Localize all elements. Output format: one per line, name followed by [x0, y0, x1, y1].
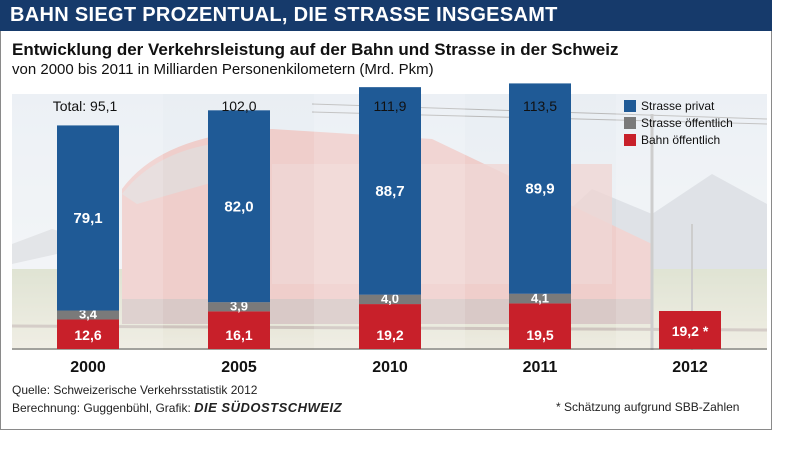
x-tick-label-2010: 2010: [372, 359, 408, 376]
banner-title: BAHN SIEGT PROZENTUAL, DIE STRASSE INSGE…: [10, 4, 558, 26]
legend-swatch-1: [624, 117, 636, 129]
brand-logo: DIE SÜDOSTSCHWEIZ: [194, 400, 343, 415]
bar-strasse-privat-2010: [359, 87, 421, 295]
legend-label-0: Strasse privat: [641, 99, 715, 113]
legend-swatch-2: [624, 134, 636, 146]
total-label-2000: Total: 95,1: [53, 98, 118, 114]
banner: BAHN SIEGT PROZENTUAL, DIE STRASSE INSGE…: [0, 0, 772, 31]
page-margin: [781, 0, 799, 451]
total-label-2005: 102,0: [221, 98, 256, 114]
label-strasse-oeffentlich-2011: 4,1: [531, 290, 549, 305]
x-tick-label-2012: 2012: [672, 359, 708, 376]
bar-bahn-oeffentlich-2000: [57, 319, 119, 349]
bar-bahn-oeffentlich-2005: [208, 311, 270, 349]
label-bahn-oeffentlich-2010: 19,2: [376, 327, 403, 343]
credit-note: Berechnung: Guggenbühl, Grafik: DIE SÜDO…: [12, 400, 342, 415]
total-label-2011: 113,5: [523, 98, 557, 114]
x-tick-label-2005: 2005: [221, 359, 257, 376]
x-tick-label-2011: 2011: [523, 359, 558, 376]
label-bahn-oeffentlich-2005: 16,1: [225, 327, 252, 343]
bar-strasse-oeffentlich-2000: [57, 310, 119, 320]
chart-subtitle: Entwicklung der Verkehrsleistung auf der…: [12, 40, 619, 59]
label-strasse-privat-2005: 82,0: [224, 198, 253, 215]
bar-bahn-oeffentlich-2010: [359, 304, 421, 349]
x-tick-label-2000: 2000: [70, 359, 106, 376]
legend-swatch-0: [624, 100, 636, 112]
bar-strasse-oeffentlich-2010: [359, 294, 421, 305]
label-strasse-privat-2000: 79,1: [73, 210, 102, 227]
label-bahn-oeffentlich-2000: 12,6: [74, 327, 101, 343]
label-bahn-oeffentlich-2011: 19,5: [526, 327, 553, 343]
bar-bahn-oeffentlich-2011: [509, 303, 571, 349]
chart-subline: von 2000 bis 2011 in Milliarden Personen…: [12, 61, 434, 78]
label-bahn-oeffentlich-2012: 19,2 *: [672, 323, 709, 339]
estimate-note: * Schätzung aufgrund SBB-Zahlen: [556, 400, 740, 414]
credit-text: Berechnung: Guggenbühl, Grafik:: [12, 401, 191, 415]
bar-strasse-oeffentlich-2005: [208, 302, 270, 312]
total-label-2010: 111,9: [374, 98, 407, 114]
bar-strasse-oeffentlich-2011: [509, 293, 571, 304]
bar-strasse-privat-2005: [208, 110, 270, 303]
bar-strasse-privat-2000: [57, 125, 119, 311]
label-strasse-privat-2011: 89,9: [525, 181, 554, 198]
label-strasse-oeffentlich-2010: 4,0: [381, 291, 399, 306]
label-strasse-privat-2010: 88,7: [375, 183, 404, 200]
legend-label-1: Strasse öffentlich: [641, 116, 733, 130]
legend-label-2: Bahn öffentlich: [641, 133, 720, 147]
bar-bahn-oeffentlich-2012: [659, 311, 721, 349]
source-note: Quelle: Schweizerische Verkehrsstatistik…: [12, 383, 258, 397]
bar-strasse-privat-2011: [509, 83, 571, 294]
